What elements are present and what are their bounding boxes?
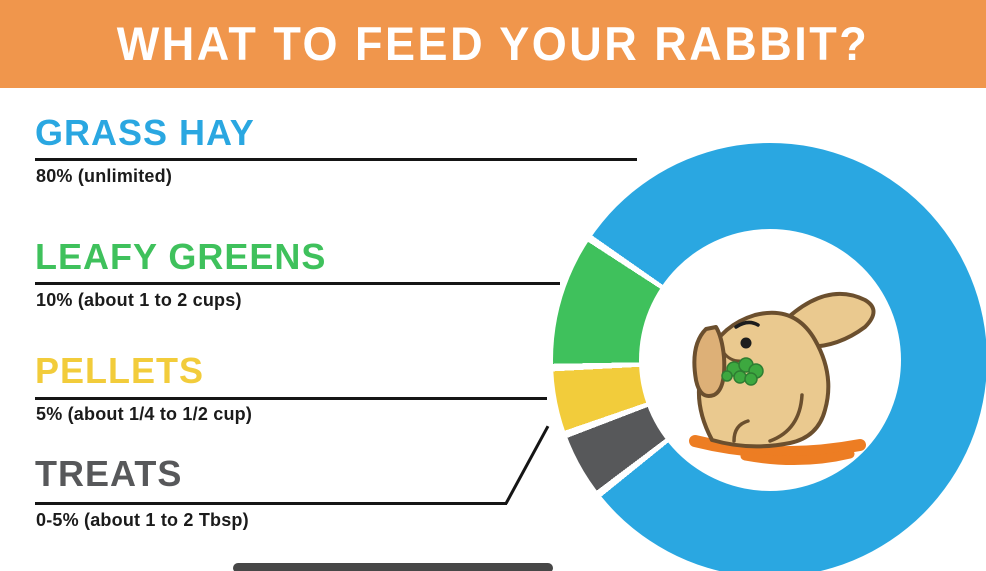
leader-line-treats	[35, 502, 507, 505]
bottom-bar	[233, 563, 553, 571]
leader-line-leafy-greens	[35, 282, 560, 285]
leader-line-pellets	[35, 397, 547, 400]
legend-label-leafy-greens: LEAFY GREENS	[35, 236, 327, 277]
donut-chart	[553, 143, 986, 571]
header-banner: WHAT TO FEED YOUR RABBIT?	[0, 0, 986, 88]
donut-center	[639, 229, 901, 491]
legend-label-treats: TREATS	[35, 453, 183, 494]
legend-value-grass-hay: 80% (unlimited)	[36, 166, 173, 186]
legend-value-pellets: 5% (about 1/4 to 1/2 cup)	[36, 404, 253, 424]
page-title: WHAT TO FEED YOUR RABBIT?	[116, 16, 870, 71]
legend-value-leafy-greens: 10% (about 1 to 2 cups)	[36, 290, 242, 310]
rabbit-illustration	[689, 291, 876, 466]
leader-line-grass-hay	[35, 158, 637, 161]
leader-line-treats-diagonal	[504, 425, 550, 505]
legend-label-pellets: PELLETS	[35, 350, 205, 391]
legend-value-treats: 0-5% (about 1 to 2 Tbsp)	[36, 510, 249, 530]
legend-label-grass-hay: GRASS HAY	[35, 112, 255, 153]
